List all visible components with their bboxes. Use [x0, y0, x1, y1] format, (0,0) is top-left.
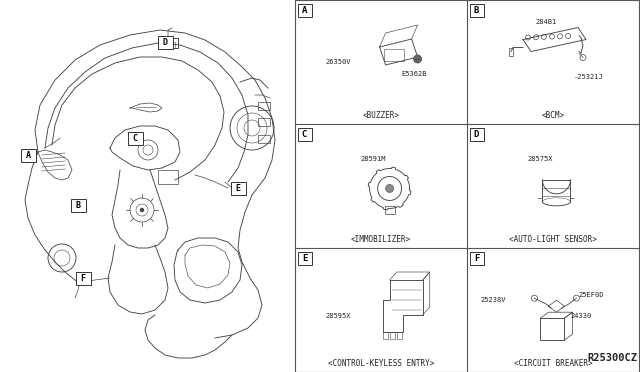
Text: E: E [302, 254, 307, 263]
Text: B: B [474, 6, 479, 15]
Text: 26350V: 26350V [326, 59, 351, 65]
Text: <CONTROL-KEYLESS ENTRY>: <CONTROL-KEYLESS ENTRY> [328, 359, 434, 368]
Text: F: F [81, 274, 86, 283]
Bar [258, 135, 270, 143]
Text: -25321J: -25321J [573, 74, 604, 80]
Circle shape [140, 208, 144, 212]
FancyBboxPatch shape [230, 182, 246, 195]
FancyBboxPatch shape [20, 148, 35, 161]
Bar [385, 206, 395, 215]
Circle shape [385, 185, 394, 192]
Text: R25300CZ: R25300CZ [587, 353, 637, 363]
FancyBboxPatch shape [127, 131, 143, 144]
Text: 28595X: 28595X [326, 313, 351, 319]
Text: D: D [474, 130, 479, 139]
Bar [295, 0, 639, 372]
Bar [165, 42, 175, 48]
Text: 25EF0D: 25EF0D [579, 292, 604, 298]
Text: C: C [302, 130, 307, 139]
Bar [383, 49, 404, 61]
Text: 28575X: 28575X [527, 156, 553, 162]
Text: D: D [163, 38, 168, 47]
Text: 284B1: 284B1 [536, 19, 557, 25]
Text: 25238V: 25238V [481, 297, 506, 303]
Bar [258, 102, 270, 110]
Text: 28591M: 28591M [360, 156, 386, 162]
Text: <CIRCUIT BREAKER>: <CIRCUIT BREAKER> [514, 359, 592, 368]
Bar [383, 332, 388, 339]
Text: <BUZZER>: <BUZZER> [362, 110, 399, 119]
Text: A: A [26, 151, 31, 160]
Bar [162, 38, 178, 48]
Bar [158, 170, 178, 184]
Bar [397, 332, 402, 339]
FancyBboxPatch shape [470, 251, 483, 264]
FancyBboxPatch shape [70, 199, 86, 212]
Text: <AUTO-LIGHT SENSOR>: <AUTO-LIGHT SENSOR> [509, 234, 597, 244]
Bar [509, 48, 513, 55]
FancyBboxPatch shape [298, 3, 312, 16]
FancyBboxPatch shape [470, 3, 483, 16]
FancyBboxPatch shape [470, 128, 483, 141]
Text: 24330: 24330 [570, 313, 591, 319]
Text: <IMMOBILIZER>: <IMMOBILIZER> [351, 234, 411, 244]
FancyBboxPatch shape [76, 272, 90, 285]
FancyBboxPatch shape [298, 128, 312, 141]
FancyBboxPatch shape [298, 251, 312, 264]
Text: <BCM>: <BCM> [541, 110, 564, 119]
Bar [390, 332, 395, 339]
Text: E: E [236, 184, 241, 193]
Text: A: A [302, 6, 307, 15]
Bar [258, 118, 270, 126]
FancyBboxPatch shape [157, 35, 173, 48]
Text: E5362B: E5362B [402, 71, 427, 77]
Circle shape [413, 55, 422, 63]
Text: F: F [474, 254, 479, 263]
Text: C: C [132, 134, 138, 143]
Text: B: B [76, 201, 81, 210]
